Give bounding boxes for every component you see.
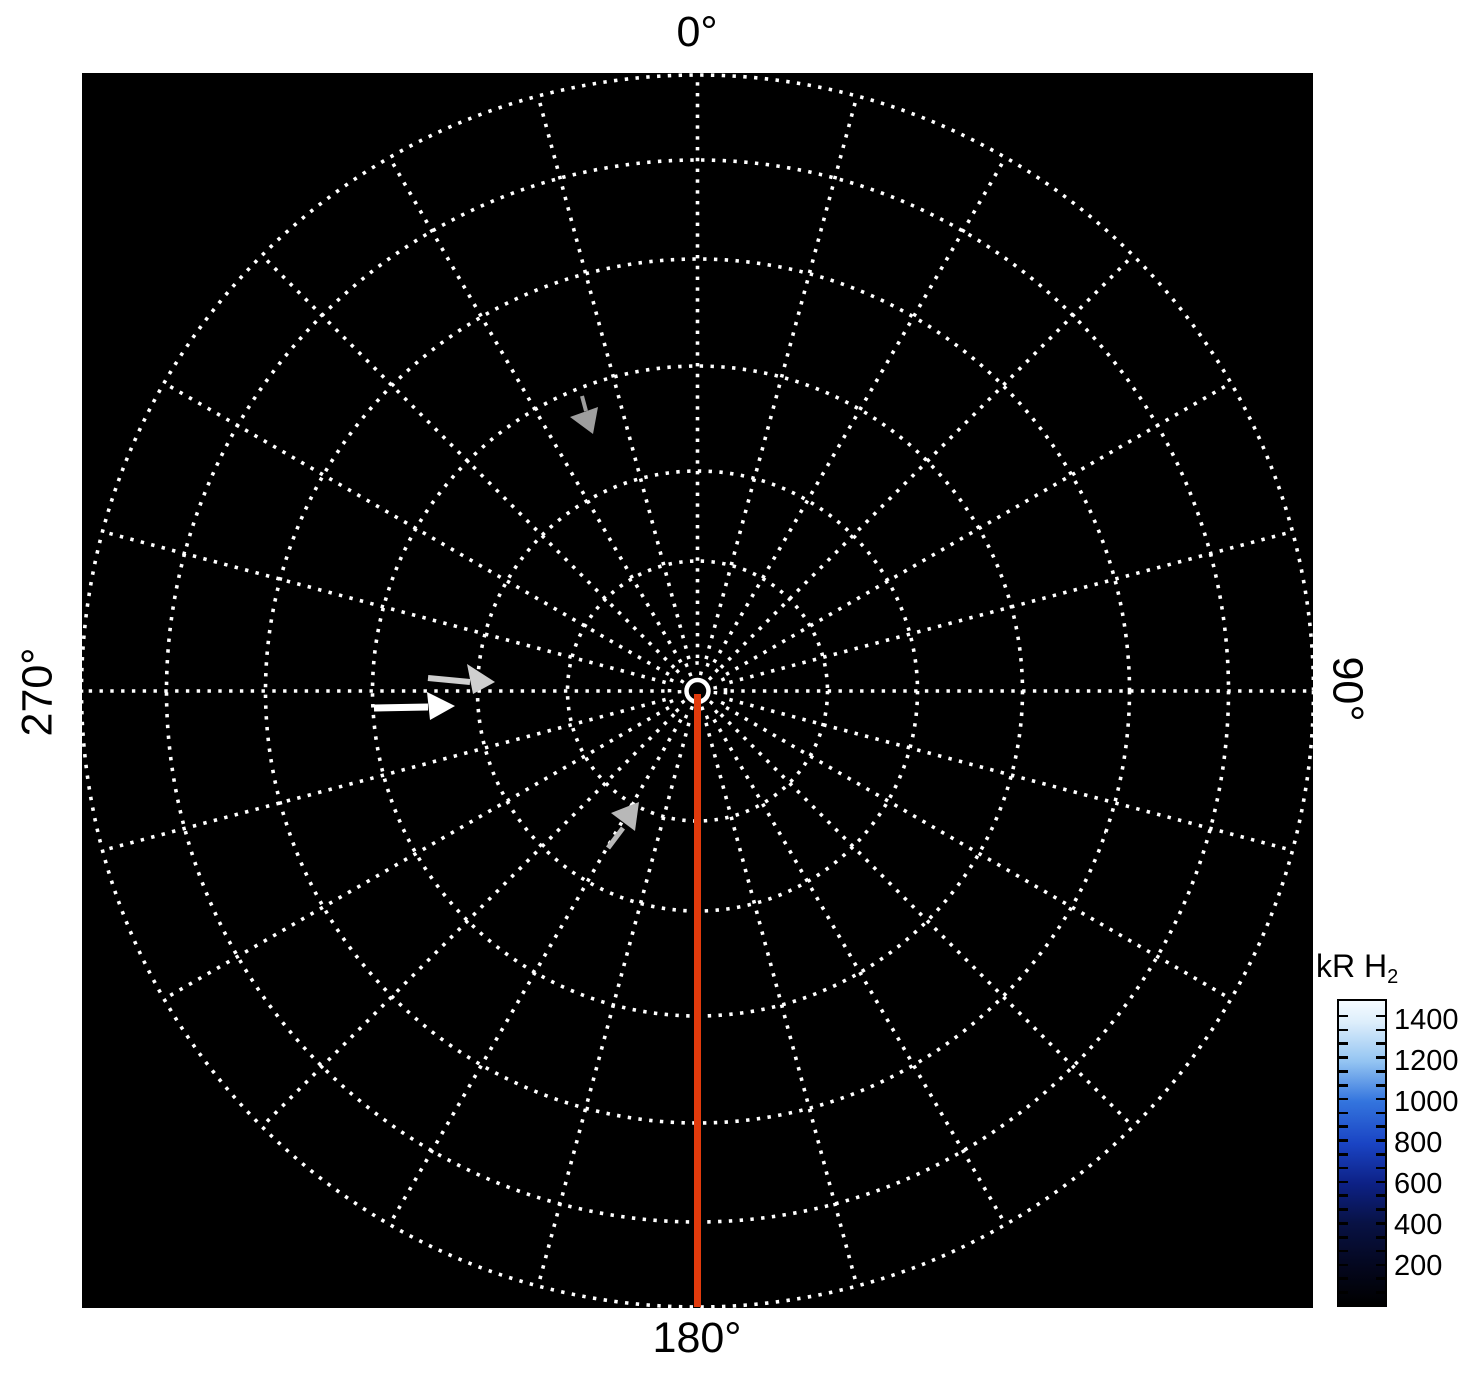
grid-spoke [704,95,859,660]
colorbar-gradient [1337,999,1387,1307]
colorbar-minor-tick [1339,1180,1348,1184]
grid-spoke [719,713,1135,1128]
colorbar-minor-tick [1376,1249,1385,1253]
colorbar-minor-tick [1339,1222,1348,1225]
grid-spoke [260,713,676,1128]
colorbar-minor-tick [1376,1235,1385,1239]
colorbar-minor-tick [1376,1277,1385,1280]
arrow-north-sector-head [570,407,598,434]
colorbar-tick-label: 800 [1394,1126,1443,1159]
grid-spoke [704,722,859,1287]
angle-label-0: 0° [676,8,718,56]
colorbar-minor-tick [1339,1208,1348,1211]
colorbar-tick-label: 400 [1394,1208,1443,1241]
grid-spoke [387,156,683,664]
grid-spoke [728,697,1293,853]
grid-circle [565,559,830,823]
colorbar-minor-tick [1339,1056,1348,1059]
colorbar-minor-tick [1376,1291,1385,1294]
colorbar-minor-tick [1376,1070,1385,1073]
arrow-south-sector-head [611,802,639,831]
angle-label-90: 90° [1323,656,1372,722]
arrow-north-sector-tail [580,395,588,412]
colorbar-minor-tick [1339,1097,1348,1101]
colorbar-minor-tick [1339,1263,1348,1267]
colorbar-minor-tick [1376,1028,1385,1032]
colorbar-tick-label: 1200 [1394,1044,1459,1077]
colorbar-minor-tick [1376,1014,1385,1018]
colorbar-minor-tick [1376,1153,1385,1156]
colorbar-minor-tick [1339,1028,1348,1032]
colorbar-minor-tick [1376,1042,1385,1046]
angle-label-180: 180° [652,1314,742,1362]
arrow-west-upper-tail [427,675,471,685]
colorbar-minor-tick [1376,1097,1385,1101]
arrow-west-lower-tail [373,703,429,712]
colorbar-tick-label: 1000 [1394,1085,1459,1118]
colorbar-title-main: kR H [1316,948,1388,984]
colorbar-minor-tick [1339,1277,1348,1280]
colorbar-minor-tick [1339,1153,1348,1156]
colorbar-tick-label: 200 [1394,1249,1443,1282]
grid-spoke [725,705,1232,1001]
colorbar-minor-tick [1376,1222,1385,1225]
colorbar-tick-label: 600 [1394,1167,1443,1200]
colorbar-minor-tick [1339,1125,1348,1128]
colorbar-minor-tick [1376,1125,1385,1128]
grid-spoke [102,697,667,853]
colorbar-title-subscript: 2 [1387,966,1399,988]
colorbar-minor-tick [1339,1083,1348,1087]
colorbar-minor-tick [1339,1291,1348,1294]
arrow-south-sector-tail [606,826,625,850]
polar-plot-area [82,73,1313,1308]
angle-label-270: 270° [13,647,62,737]
colorbar-minor-tick [1339,1042,1348,1046]
arrow-west-upper-head [467,664,495,694]
grid-spoke [536,95,691,660]
colorbar-minor-tick [1376,1263,1385,1267]
polar-grid [82,73,1313,1308]
colorbar-minor-tick [1339,1235,1348,1239]
colorbar-minor-tick [1339,1166,1348,1170]
colorbar-minor-tick [1339,1014,1348,1018]
grid-circle [263,257,1132,1125]
colorbar-minor-tick [1376,1180,1385,1184]
colorbar-minor-tick [1376,1208,1385,1211]
colorbar-minor-tick [1339,1194,1348,1198]
colorbar-minor-tick [1376,1083,1385,1087]
colorbar-minor-tick [1376,1139,1385,1142]
colorbar-minor-tick [1376,1194,1385,1198]
grid-spoke [163,705,670,1001]
colorbar-minor-tick [1339,1249,1348,1253]
colorbar-minor-tick [1376,1166,1385,1170]
colorbar-minor-tick [1339,1139,1348,1142]
colorbar-minor-tick [1339,1070,1348,1073]
grid-spoke [719,254,1135,669]
grid-circle [677,671,718,711]
grid-spoke [102,529,667,685]
colorbar-title: kR H2 [1316,948,1398,989]
arrow-west-lower-head [427,692,455,720]
colorbar-tick-label: 1400 [1394,1003,1459,1036]
colorbar-minor-tick [1376,1056,1385,1059]
colorbar-minor-tick [1376,1111,1385,1115]
grid-spoke [712,718,1008,1226]
grid-spoke [712,156,1008,664]
colorbar-minor-tick [1339,1111,1348,1115]
